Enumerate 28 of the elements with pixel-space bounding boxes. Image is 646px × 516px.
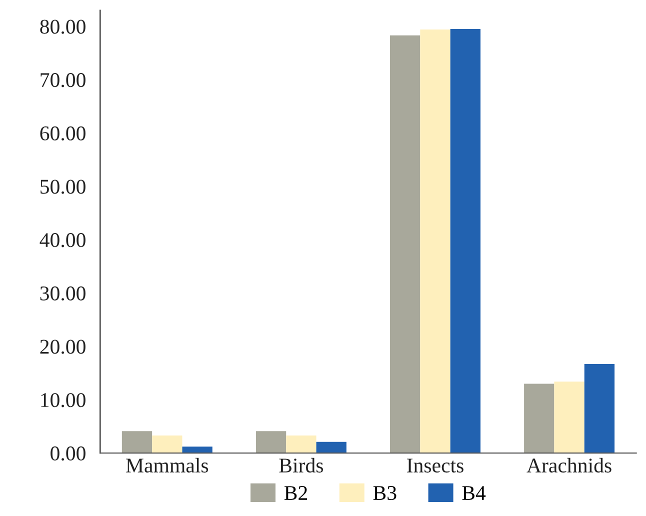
y-tick-label: 40.00 — [40, 233, 86, 248]
x-tick-label: Arachnids — [526, 458, 612, 473]
bar — [450, 28, 480, 454]
bar — [554, 382, 584, 454]
y-tick-label: 80.00 — [40, 20, 86, 34]
y-tick-label: 30.00 — [40, 286, 86, 301]
bar — [286, 435, 316, 454]
y-tick-label: 20.00 — [40, 340, 86, 354]
y-tick-label: 50.00 — [40, 180, 86, 194]
x-tick-label: Mammals — [126, 458, 208, 473]
y-tick-label: 60.00 — [40, 126, 86, 141]
x-tick-label: Insects — [407, 458, 464, 473]
legend-label: B3 — [373, 486, 396, 500]
bar — [420, 30, 450, 454]
y-tick-label: 70.00 — [40, 73, 86, 88]
y-tick-label: 0.00 — [50, 446, 86, 461]
bar — [524, 384, 554, 454]
bar — [390, 35, 420, 454]
x-tick-label: Birds — [279, 458, 324, 473]
y-tick-label: 10.00 — [41, 393, 86, 408]
bar — [256, 431, 286, 454]
bar — [152, 435, 182, 454]
bar — [182, 446, 212, 454]
bar — [316, 442, 346, 454]
bar — [584, 364, 615, 454]
bar — [122, 431, 152, 454]
legend-label: B4 — [462, 486, 486, 500]
legend-label: B2 — [284, 486, 307, 500]
